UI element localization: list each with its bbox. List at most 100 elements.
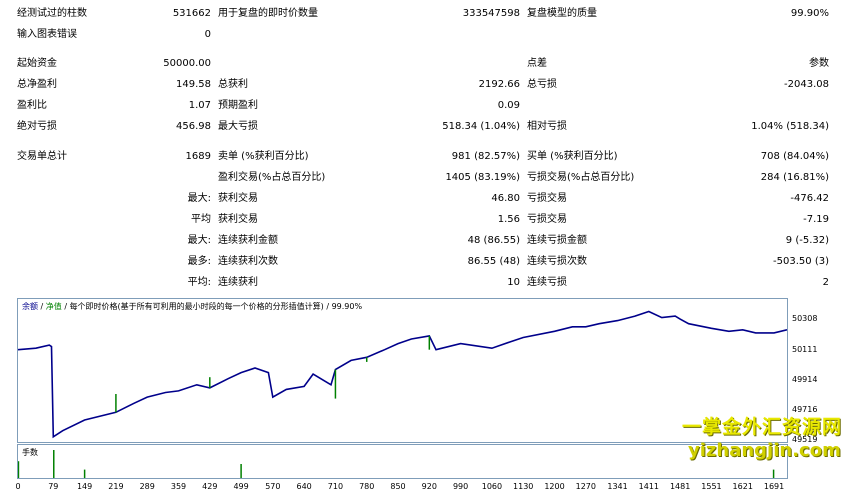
stat-label: 输入图表错误 xyxy=(17,29,77,40)
stat-label: 经测试过的柱数 xyxy=(17,8,87,19)
stat-value: 1689 xyxy=(185,151,211,162)
stat-label: 亏损交易 xyxy=(527,214,567,225)
x-tick-label: 1481 xyxy=(669,482,691,491)
balance-line xyxy=(17,310,788,439)
stat-value: 2 xyxy=(822,277,829,288)
stat-value: -476.42 xyxy=(790,193,829,204)
x-tick-label: 0 xyxy=(15,482,21,491)
x-tick-label: 1200 xyxy=(544,482,565,491)
y-tick-label: 49914 xyxy=(792,374,818,384)
stat-label: 连续获利 xyxy=(218,277,258,288)
stat-value: 149.58 xyxy=(176,79,211,90)
stat-value: 981 (82.57%) xyxy=(451,151,520,162)
x-tick-label: 79 xyxy=(48,482,59,491)
stat-value: 1.56 xyxy=(497,214,520,225)
stat-label: 最大亏损 xyxy=(218,121,258,132)
legend-equity: 净值 xyxy=(45,302,62,311)
stat-label: 绝对亏损 xyxy=(17,121,57,132)
stat-value: 0 xyxy=(204,29,211,40)
legend-balance: 余额 xyxy=(22,302,38,311)
y-tick-label: 49716 xyxy=(792,404,818,414)
stat-value: 0.09 xyxy=(497,100,520,111)
stat-value: -503.50 (3) xyxy=(773,256,829,267)
stat-label: 相对亏损 xyxy=(527,121,567,132)
x-tick-label: 219 xyxy=(108,482,124,491)
stat-label: 亏损交易(%占总百分比) xyxy=(527,172,635,183)
stat-value: 1405 (83.19%) xyxy=(445,172,520,183)
stat-value: -7.19 xyxy=(803,214,829,225)
watermark-url: yizhangjin.com xyxy=(688,440,841,461)
volume-legend: 手数 xyxy=(22,448,38,457)
stat-label: 买单 (%获利百分比) xyxy=(527,151,618,162)
stat-label: 交易单总计 xyxy=(17,151,67,162)
x-tick-label: 359 xyxy=(170,482,187,491)
stat-label: 连续获利次数 xyxy=(218,256,278,267)
watermark-text: 一掌金外汇资源网 xyxy=(682,416,843,438)
x-tick-label: 1341 xyxy=(607,482,628,491)
x-tick-label: 1270 xyxy=(575,482,596,491)
stat-label: 总净盈利 xyxy=(17,79,57,90)
stat-label: 预期盈利 xyxy=(218,100,258,111)
stat-label: 盈利比 xyxy=(17,100,47,111)
x-tick-label: 570 xyxy=(265,482,281,491)
x-tick-label: 920 xyxy=(421,482,437,491)
stat-label: 连续亏损 xyxy=(527,277,567,288)
legend-sep: / xyxy=(38,302,46,311)
x-tick-label: 710 xyxy=(327,482,344,491)
stat-prefix: 最大: xyxy=(187,193,211,204)
stat-label: 连续亏损次数 xyxy=(527,256,587,267)
volume-plot xyxy=(17,450,775,478)
stat-value: 284 (16.81%) xyxy=(760,172,829,183)
stat-value: 333547598 xyxy=(462,8,520,19)
stat-label: 获利交易 xyxy=(218,193,258,204)
stat-label: 卖单 (%获利百分比) xyxy=(218,151,309,162)
stat-prefix: 最多: xyxy=(187,256,211,267)
stat-value: 50000.00 xyxy=(163,58,211,69)
stat-value: 1.04% (518.34) xyxy=(751,121,829,132)
stat-value: 参数 xyxy=(809,58,829,69)
x-tick-label: 640 xyxy=(296,482,312,491)
stat-value: 48 (86.55) xyxy=(467,235,520,246)
x-tick-label: 289 xyxy=(139,482,155,491)
x-tick-label: 1691 xyxy=(763,482,785,491)
y-tick-label: 50111 xyxy=(792,344,818,354)
balance-plot xyxy=(17,310,788,439)
stat-value: 518.34 (1.04%) xyxy=(442,121,520,132)
stat-value: 10 xyxy=(507,277,520,288)
x-tick-label: 1621 xyxy=(732,482,753,491)
stat-label: 连续亏损金额 xyxy=(527,235,587,246)
volume-chart: 手数 xyxy=(17,444,788,479)
stat-value: 99.90% xyxy=(790,8,829,19)
x-tick-label: 499 xyxy=(233,482,249,491)
stat-label: 用于复盘的即时价数量 xyxy=(218,8,318,19)
stat-value: 531662 xyxy=(172,8,211,19)
x-tick-label: 1060 xyxy=(481,482,503,491)
y-tick-label: 50308 xyxy=(792,314,818,324)
stat-label: 点差 xyxy=(527,58,547,69)
stat-label: 亏损交易 xyxy=(527,193,567,204)
stat-label: 连续获利金额 xyxy=(218,235,278,246)
stat-value: 46.80 xyxy=(491,193,520,204)
stat-value: 456.98 xyxy=(176,121,211,132)
chart-legend: 余额 / 净值 / 每个即时价格(基于所有可利用的最小时段的每一个价格的分形插值… xyxy=(22,301,362,312)
x-tick-label: 149 xyxy=(76,482,93,491)
balance-chart: 余额 / 净值 / 每个即时价格(基于所有可利用的最小时段的每一个价格的分形插值… xyxy=(17,298,788,443)
x-tick-label: 1411 xyxy=(638,482,660,491)
stat-label: 总亏损 xyxy=(527,79,557,90)
stat-prefix: 最大: xyxy=(187,235,211,246)
x-tick-label: 850 xyxy=(390,482,406,491)
x-tick-label: 429 xyxy=(202,482,218,491)
stat-value: 86.55 (48) xyxy=(467,256,520,267)
stat-value: -2043.08 xyxy=(784,79,829,90)
stat-prefix: 平均: xyxy=(187,277,211,288)
x-tick-label: 990 xyxy=(452,482,469,491)
stat-label: 盈利交易(%占总百分比) xyxy=(218,172,326,183)
stat-label: 获利交易 xyxy=(218,214,258,225)
stat-value: 708 (84.04%) xyxy=(760,151,829,162)
legend-desc: / 每个即时价格(基于所有可利用的最小时段的每一个价格的分形插值计算) / 99… xyxy=(61,302,363,311)
stat-prefix: 平均 xyxy=(191,214,211,225)
x-tick-label: 1130 xyxy=(513,482,534,491)
stat-label: 复盘模型的质量 xyxy=(527,8,597,19)
stat-label: 总获利 xyxy=(218,79,248,90)
x-tick-label: 1551 xyxy=(701,482,722,491)
